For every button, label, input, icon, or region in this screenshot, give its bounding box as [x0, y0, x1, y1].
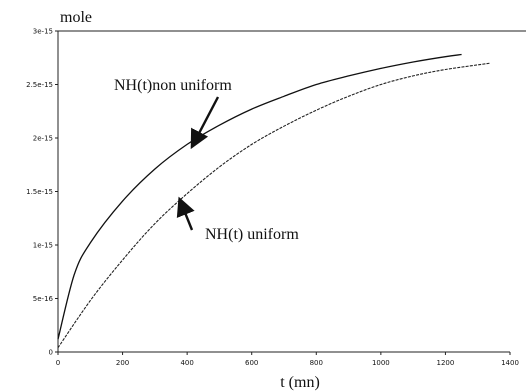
series-line-uniform: [57, 62, 491, 349]
y-tick-label: 0: [49, 349, 53, 357]
annotations: NH(t)non uniform NH(t) uniform: [114, 77, 299, 243]
y-tick-label: 2e-15: [33, 135, 53, 143]
x-axis-label: t (mn): [280, 374, 320, 391]
annotation-nonuniform-arrow: [190, 96, 220, 150]
y-tick-label: 5e-16: [33, 295, 54, 303]
y-axis-ticks: 0 5e-16 1e-15 1.5e-15 2e-15 2.5e-15 3e-15: [26, 28, 58, 357]
annotation-uniform-label: NH(t) uniform: [205, 226, 299, 243]
y-tick-label: 1e-15: [33, 242, 53, 250]
x-tick-label: 1000: [372, 359, 390, 367]
y-tick-label: 3e-15: [33, 28, 53, 36]
x-tick-label: 600: [245, 359, 258, 367]
annotation-uniform-arrow: [176, 196, 195, 231]
y-tick-label: 2.5e-15: [26, 81, 53, 89]
x-tick-label: 200: [116, 359, 129, 367]
x-tick-label: 1200: [437, 359, 455, 367]
x-tick-label: 0: [56, 359, 60, 367]
annotation-nonuniform-label: NH(t)non uniform: [114, 77, 232, 94]
x-axis-ticks: 0 200 400 600 800 1000 1200 1400: [56, 352, 519, 367]
x-tick-label: 400: [180, 359, 193, 367]
x-tick-label: 1400: [501, 359, 519, 367]
series-lines: [57, 53, 491, 349]
y-axis-label: mole: [60, 9, 92, 26]
y-tick-label: 1.5e-15: [26, 188, 53, 196]
x-tick-label: 800: [310, 359, 323, 367]
series-line-nonuniform: [57, 53, 462, 340]
